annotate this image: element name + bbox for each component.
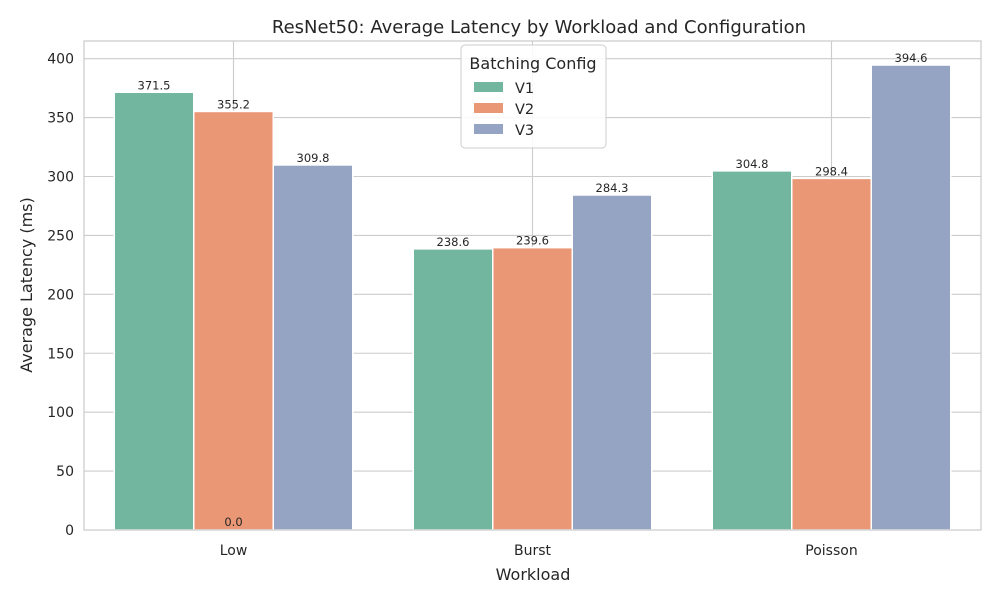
- x-tick-label-low: Low: [220, 543, 248, 559]
- bar-poisson-v2: [791, 177, 872, 531]
- data-label-low-v3: 309.8: [297, 151, 330, 165]
- data-label-poisson-v2: 298.4: [815, 164, 848, 178]
- y-tick-label: 400: [47, 52, 74, 68]
- y-tick-label: 0: [65, 523, 74, 539]
- data-label-poisson-v3: 394.6: [895, 51, 928, 65]
- plot-frame: [83, 40, 982, 531]
- legend-label-v3: V3: [515, 123, 534, 139]
- x-axis-label: Workload: [496, 565, 571, 584]
- legend-label-v1: V1: [515, 81, 534, 97]
- data-label-burst-v1: 238.6: [437, 235, 470, 249]
- y-tick-label: 300: [47, 170, 74, 186]
- y-tick-label: 350: [47, 111, 74, 127]
- y-tick-label: 150: [47, 346, 74, 362]
- chart-title: ResNet50: Average Latency by Workload an…: [272, 17, 806, 38]
- data-label-low-v1: 371.5: [138, 78, 171, 92]
- x-axis-ticks: Low Burst Poisson: [220, 543, 858, 559]
- bar-burst-v3: [571, 194, 653, 531]
- legend: Batching Config V1 V2 V3: [460, 44, 607, 149]
- y-tick-label: 250: [47, 228, 74, 244]
- data-labels: 371.5 238.6 304.8 355.2 239.6 298.4 309.8 284.3…: [138, 51, 928, 529]
- legend-swatch-v1: [474, 82, 503, 92]
- bar-low-v3: [272, 164, 354, 531]
- bar-low-v2: [193, 110, 274, 531]
- x-tick-label-burst: Burst: [514, 543, 552, 559]
- y-tick-label: 200: [47, 287, 74, 303]
- bars: [113, 64, 952, 531]
- y-tick-label: 50: [56, 464, 74, 480]
- y-tick-label: 100: [47, 405, 74, 421]
- y-axis-label: Average Latency (ms): [17, 197, 36, 373]
- legend-label-v2: V2: [515, 102, 534, 118]
- bar-low-v1: [113, 91, 195, 531]
- legend-title: Batching Config: [469, 54, 596, 73]
- data-label-burst-v2: 239.6: [516, 234, 549, 248]
- y-axis-ticks: 0 50 100 150 200 250 300 350 400: [47, 52, 74, 539]
- legend-swatch-v3: [474, 124, 503, 134]
- data-label-poisson-v1: 304.8: [736, 157, 769, 171]
- bar-burst-v1: [412, 248, 494, 531]
- x-tick-label-poisson: Poisson: [805, 543, 857, 559]
- bar-burst-v2: [492, 246, 573, 531]
- data-label-low-v2: 355.2: [217, 97, 250, 111]
- legend-swatch-v2: [474, 103, 503, 113]
- legend-items: V1 V2 V3: [474, 81, 534, 139]
- data-label-burst-v3: 284.3: [596, 181, 629, 195]
- annotation-label: 0.0: [224, 515, 242, 529]
- bar-poisson-v1: [711, 170, 793, 531]
- legend-box: [460, 44, 607, 149]
- bar-poisson-v3: [870, 64, 952, 531]
